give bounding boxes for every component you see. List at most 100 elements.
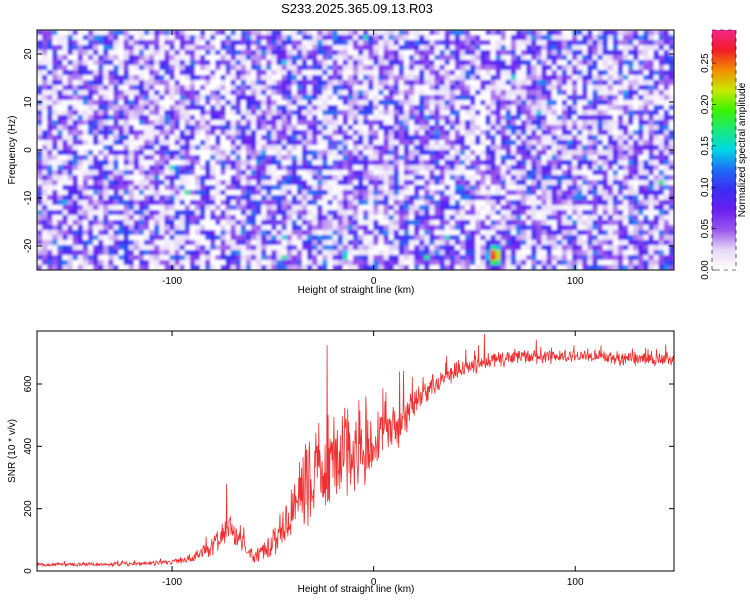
- spectrogram-cell: [556, 140, 563, 146]
- spectrogram-cell: [332, 140, 339, 146]
- spectrogram-cell: [317, 145, 323, 151]
- spectrogram-cell: [307, 185, 313, 191]
- spectrogram-cell: [419, 185, 425, 191]
- spectrogram-cell: [582, 105, 588, 111]
- spectrogram-cell: [87, 205, 94, 211]
- spectrogram-cell: [556, 145, 563, 151]
- spectrogram-cell: [149, 145, 155, 151]
- spectrogram-cell: [169, 220, 176, 226]
- spectrogram-cell: [556, 175, 563, 181]
- spectrogram-cell: [388, 130, 395, 136]
- spectrogram-cell: [301, 205, 308, 211]
- spectrogram-cell: [459, 185, 466, 191]
- spectrogram-cell: [541, 210, 548, 216]
- spectrogram-cell: [194, 155, 201, 161]
- spectrogram-cell: [572, 180, 578, 186]
- spectrogram-cell: [480, 200, 487, 206]
- spectrogram-cell: [597, 70, 604, 76]
- spectrogram-cell: [266, 210, 273, 216]
- spectrogram-cell: [281, 130, 288, 136]
- spectrogram-cell: [179, 70, 186, 76]
- spectrogram-cell: [373, 160, 380, 166]
- spectrogram-cell: [393, 125, 400, 131]
- spectrogram-cell: [62, 100, 69, 106]
- spectrogram-cell: [398, 140, 405, 146]
- spectrogram-cell: [189, 120, 196, 126]
- spectrogram-cell: [419, 175, 425, 181]
- spectrogram-cell: [383, 130, 390, 136]
- spectrogram-cell: [337, 220, 344, 226]
- spectrogram-cell: [556, 110, 563, 116]
- spectrogram-cell: [551, 75, 558, 81]
- spectrogram-cell: [118, 90, 125, 96]
- spectrogram-cell: [235, 75, 242, 81]
- spectrogram-cell: [358, 215, 364, 221]
- spectrogram-cell: [205, 170, 211, 176]
- spectrogram-cell: [429, 150, 436, 156]
- spectrogram-cell: [403, 155, 410, 161]
- spectrogram-cell: [174, 105, 181, 111]
- spectrogram-cell: [454, 40, 461, 46]
- spectrogram-cell: [169, 45, 176, 51]
- spectrogram-cell: [444, 200, 451, 206]
- spectrogram-cell: [179, 135, 186, 141]
- spectrogram-cell: [332, 85, 339, 91]
- spectrogram-cell: [93, 175, 99, 181]
- spectrogram-cell: [337, 65, 344, 71]
- spectrogram-cell: [419, 60, 425, 66]
- spectrogram-cell: [465, 105, 471, 111]
- spectrogram-cell: [577, 105, 583, 111]
- spectrogram-cell: [337, 205, 344, 211]
- spectrogram-cell: [317, 165, 323, 171]
- spectrogram-cell: [179, 160, 186, 166]
- spectrogram-cell: [633, 30, 639, 36]
- spectrogram-cell: [194, 40, 201, 46]
- spectrogram-cell: [607, 195, 614, 201]
- spectrogram-cell: [521, 155, 527, 161]
- spectrogram-cell: [480, 155, 487, 161]
- spectrogram-cell: [179, 85, 186, 91]
- spectrogram-cell: [230, 90, 237, 96]
- spectrogram-cell: [164, 50, 171, 56]
- spectrogram-cell: [108, 95, 115, 101]
- spectrogram-cell: [510, 110, 517, 116]
- spectrogram-cell: [658, 125, 665, 131]
- spectrogram-cell: [602, 140, 609, 146]
- spectrogram-cell: [271, 80, 278, 86]
- spectrogram-cell: [516, 185, 522, 191]
- spectrogram-cell: [225, 80, 232, 86]
- spectrogram-cell: [526, 110, 532, 116]
- spectrogram-cell: [235, 110, 242, 116]
- spectrogram-cell: [505, 130, 512, 136]
- spectrogram-cell: [643, 200, 650, 206]
- spectrogram-cell: [82, 120, 89, 126]
- spectrogram-cell: [500, 80, 507, 86]
- spectrogram-cell: [317, 120, 323, 126]
- spectrogram-cell: [57, 75, 64, 81]
- spectrogram-cell: [663, 145, 670, 151]
- spectrogram-cell: [429, 160, 436, 166]
- spectrogram-cell: [225, 50, 232, 56]
- spectrogram-cell: [480, 160, 487, 166]
- spectrogram-cell: [113, 120, 120, 126]
- spectrogram-cell: [403, 30, 410, 36]
- spectrogram-cell: [439, 220, 446, 226]
- spectrogram-cell: [281, 65, 288, 71]
- spectrogram-cell: [475, 80, 481, 86]
- spectrogram-cell: [643, 65, 650, 71]
- spectrogram-cell: [465, 90, 471, 96]
- spectrogram-cell: [154, 60, 160, 66]
- spectrogram-cell: [363, 90, 369, 96]
- spectrogram-cell: [87, 225, 94, 231]
- spectrogram-cell: [368, 165, 374, 171]
- spectrogram-cell: [342, 135, 349, 141]
- spectrogram-cell: [93, 105, 99, 111]
- spectrogram-cell: [337, 90, 344, 96]
- spectrogram-cell: [470, 215, 476, 221]
- spectrogram-cell: [332, 225, 339, 231]
- spectrogram-cell: [307, 220, 313, 226]
- spectrogram-cell: [72, 150, 79, 156]
- spectrogram-cell: [251, 220, 257, 226]
- spectrogram-cell: [551, 30, 558, 36]
- spectrogram-cell: [103, 125, 109, 131]
